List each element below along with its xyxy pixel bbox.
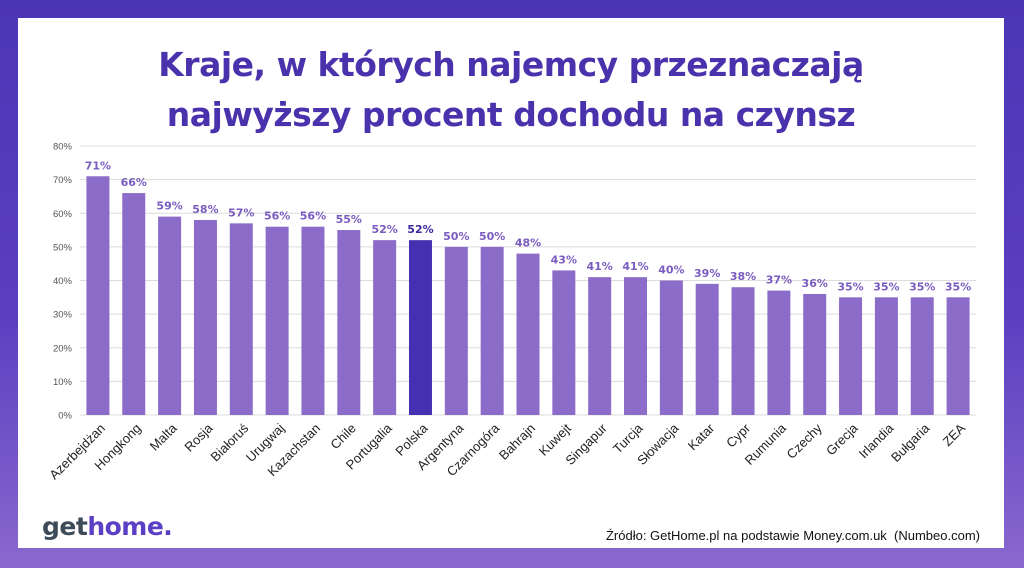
data-label: 52% bbox=[371, 223, 397, 236]
y-tick-label: 10% bbox=[53, 377, 73, 388]
bar-chart: 0% 10% 20% 30% 40% 50% 60% 70% 80% 71% Azerbejdżan… bbox=[46, 142, 976, 483]
data-label: 58% bbox=[192, 203, 218, 216]
bar bbox=[86, 176, 110, 415]
data-label: 66% bbox=[121, 176, 147, 189]
bar bbox=[659, 280, 683, 415]
bar bbox=[193, 219, 217, 415]
chart-title: Kraje, w których najemcy przeznaczają na… bbox=[18, 40, 1004, 140]
x-tick-label: Katar bbox=[685, 420, 718, 453]
bar bbox=[373, 240, 397, 415]
data-label: 35% bbox=[873, 280, 899, 293]
x-tick-label: ZEA bbox=[940, 420, 969, 449]
bar bbox=[946, 297, 970, 415]
y-tick-label: 50% bbox=[53, 242, 73, 253]
x-tick-label: Bahrajn bbox=[496, 421, 538, 463]
source-note: Źródło: GetHome.pl na podstawie Money.co… bbox=[605, 528, 980, 543]
chart-title-line-2: najwyższy procent dochodu na czynsz bbox=[166, 95, 856, 134]
bar bbox=[122, 193, 146, 415]
bar bbox=[552, 270, 576, 415]
x-tick-label: Cypr bbox=[723, 420, 753, 450]
data-label: 35% bbox=[837, 280, 863, 293]
bar bbox=[803, 293, 827, 415]
bar bbox=[337, 230, 361, 415]
y-tick-label: 60% bbox=[53, 209, 73, 220]
bar bbox=[444, 246, 468, 415]
y-tick-label: 0% bbox=[58, 411, 72, 422]
data-label: 55% bbox=[336, 213, 362, 226]
y-tick-label: 40% bbox=[53, 276, 73, 287]
bar bbox=[229, 223, 253, 415]
data-label: 37% bbox=[766, 274, 792, 287]
gethome-logo: gethome. bbox=[42, 512, 173, 541]
bar bbox=[301, 226, 325, 415]
bar bbox=[588, 277, 612, 415]
y-tick-label: 80% bbox=[53, 142, 73, 153]
data-label: 50% bbox=[479, 230, 505, 243]
chart-title-line-1: Kraje, w których najemcy przeznaczają bbox=[158, 45, 864, 84]
bar bbox=[839, 297, 863, 415]
data-label: 59% bbox=[156, 200, 182, 213]
data-label: 35% bbox=[909, 280, 935, 293]
data-label: 41% bbox=[622, 260, 648, 273]
data-label: 56% bbox=[264, 210, 290, 223]
bar bbox=[731, 287, 755, 415]
y-tick-label: 30% bbox=[53, 310, 73, 321]
bar bbox=[624, 277, 648, 415]
bar bbox=[516, 253, 540, 415]
data-label: 38% bbox=[730, 270, 756, 283]
data-label: 36% bbox=[802, 277, 828, 290]
bar bbox=[265, 226, 289, 415]
bar bbox=[910, 297, 934, 415]
x-tick-label: Czechy bbox=[784, 420, 826, 462]
data-label: 48% bbox=[515, 237, 541, 250]
bar bbox=[695, 283, 719, 415]
data-label: 40% bbox=[658, 264, 684, 277]
bar bbox=[767, 290, 791, 415]
data-label: 35% bbox=[945, 280, 971, 293]
y-tick-label: 20% bbox=[53, 343, 73, 354]
chart-card: Kraje, w których najemcy przeznaczają na… bbox=[18, 18, 1004, 548]
data-label: 71% bbox=[85, 159, 111, 172]
y-tick-label: 70% bbox=[53, 175, 73, 186]
bar bbox=[874, 297, 898, 415]
data-label: 52% bbox=[407, 223, 433, 236]
bar bbox=[158, 216, 182, 415]
data-label: 41% bbox=[587, 260, 613, 273]
data-label: 39% bbox=[694, 267, 720, 280]
data-label: 50% bbox=[443, 230, 469, 243]
bar bbox=[408, 240, 432, 415]
x-tick-label: Malta bbox=[147, 420, 181, 454]
x-tick-label: Azerbejdżan bbox=[46, 421, 108, 483]
data-label: 57% bbox=[228, 206, 254, 219]
data-label: 56% bbox=[300, 210, 326, 223]
x-tick-label: Bułgaria bbox=[888, 420, 933, 465]
x-tick-label: Grecja bbox=[823, 420, 861, 458]
x-tick-label: Chile bbox=[327, 421, 359, 453]
bar bbox=[480, 246, 504, 415]
data-label: 43% bbox=[551, 253, 577, 266]
